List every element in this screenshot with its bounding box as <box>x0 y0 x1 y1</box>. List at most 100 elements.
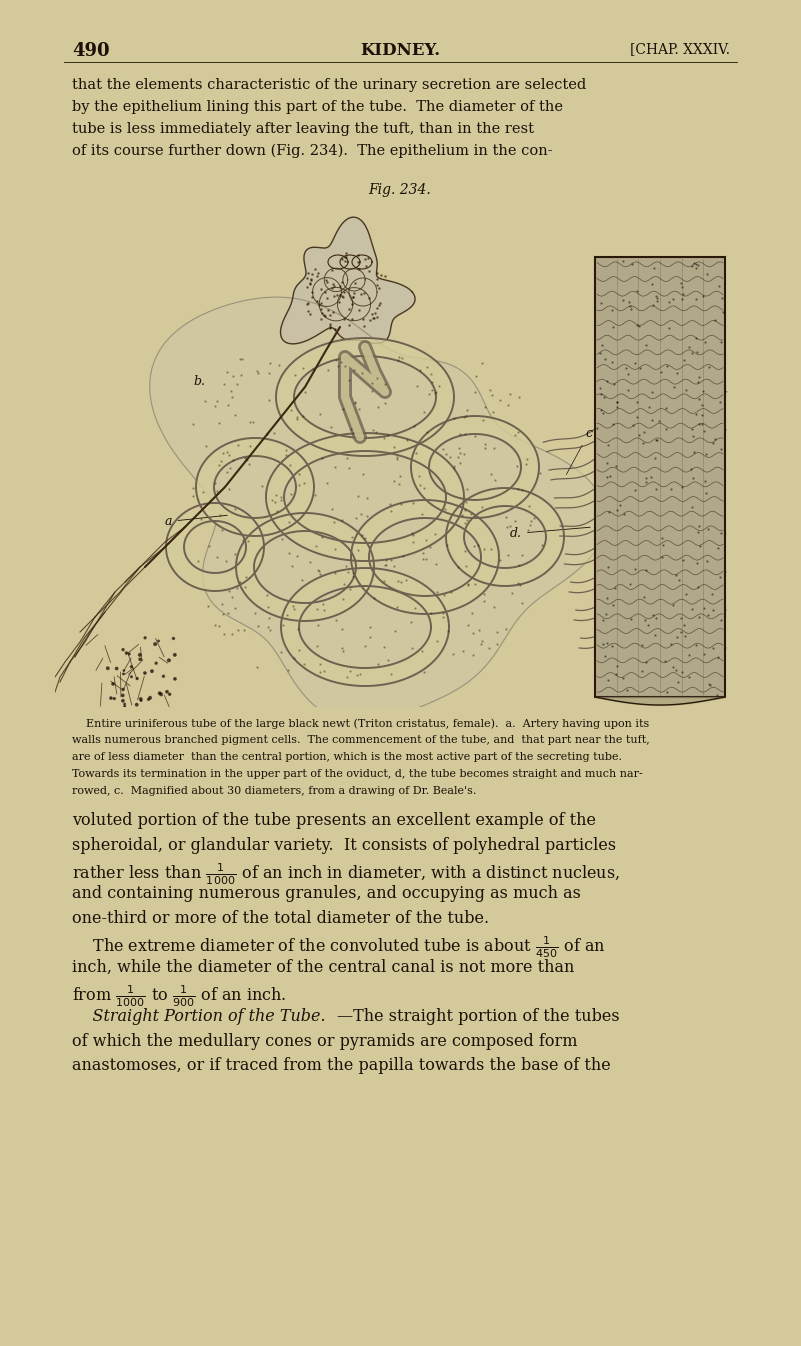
Point <box>509 424 521 446</box>
Point <box>392 571 405 592</box>
Point <box>672 569 685 591</box>
Point <box>617 289 630 311</box>
Point <box>638 608 651 630</box>
Point <box>394 571 407 592</box>
Point <box>689 288 702 310</box>
Text: of which the medullary cones or pyramids are composed form: of which the medullary cones or pyramids… <box>72 1032 578 1050</box>
Point <box>468 381 481 402</box>
Point <box>425 378 438 400</box>
Point <box>332 355 344 377</box>
Point <box>671 670 684 692</box>
Point <box>629 559 642 580</box>
Point <box>108 688 121 709</box>
Point <box>212 455 225 476</box>
Polygon shape <box>543 382 727 452</box>
Point <box>686 425 699 447</box>
Point <box>667 656 680 677</box>
Point <box>316 526 328 548</box>
Point <box>636 432 649 454</box>
Point <box>614 494 626 516</box>
Point <box>264 351 276 373</box>
Point <box>476 630 489 651</box>
Point <box>334 284 347 306</box>
Point <box>670 362 683 384</box>
Point <box>208 614 221 635</box>
Point <box>400 569 413 591</box>
Point <box>343 369 356 390</box>
Point <box>312 295 325 316</box>
Point <box>360 505 373 526</box>
Point <box>387 436 400 458</box>
Point <box>262 607 275 629</box>
Point <box>396 347 409 369</box>
Point <box>199 390 211 412</box>
Point <box>455 505 468 526</box>
Point <box>698 331 711 353</box>
Point <box>630 390 643 412</box>
Point <box>417 541 429 563</box>
Point <box>217 373 230 394</box>
Point <box>521 448 533 470</box>
Point <box>142 689 155 711</box>
Point <box>343 297 356 319</box>
Point <box>513 386 525 408</box>
Point <box>134 649 147 670</box>
Point <box>410 376 423 397</box>
Point <box>501 394 514 416</box>
Point <box>437 607 450 629</box>
Text: a: a <box>165 516 227 528</box>
Point <box>344 660 356 681</box>
Point <box>443 447 456 468</box>
Point <box>370 421 383 443</box>
Point <box>706 638 719 660</box>
Point <box>639 559 652 580</box>
Point <box>247 411 260 432</box>
Point <box>231 373 244 394</box>
Point <box>429 553 442 575</box>
Point <box>409 598 421 619</box>
Point <box>327 276 340 297</box>
Point <box>690 634 702 656</box>
Point <box>280 444 292 466</box>
Point <box>338 355 351 377</box>
Text: rather less than $\frac{1}{1000}$ of an inch in diameter, with a distinct nucleu: rather less than $\frac{1}{1000}$ of an … <box>72 861 620 887</box>
Point <box>283 542 296 564</box>
Point <box>439 498 452 520</box>
Point <box>298 472 311 494</box>
Point <box>717 302 730 323</box>
Point <box>234 349 247 370</box>
Point <box>400 429 413 451</box>
Point <box>331 284 344 306</box>
Point <box>690 342 703 363</box>
Point <box>361 487 374 509</box>
Point <box>328 538 341 560</box>
Point <box>416 641 429 662</box>
Point <box>658 650 671 672</box>
Point <box>408 416 421 437</box>
Text: Fig. 234.: Fig. 234. <box>368 183 432 197</box>
Point <box>528 507 541 529</box>
Point <box>646 604 659 626</box>
Point <box>340 246 352 268</box>
Point <box>233 571 246 592</box>
Point <box>322 359 335 381</box>
Point <box>143 686 156 708</box>
Point <box>290 406 303 428</box>
Point <box>512 421 525 443</box>
Point <box>601 467 614 489</box>
Point <box>135 688 147 709</box>
Point <box>160 681 173 703</box>
Point <box>301 262 314 284</box>
Point <box>661 681 674 703</box>
Point <box>336 588 349 610</box>
Point <box>275 486 288 507</box>
Point <box>420 548 433 569</box>
Point <box>669 564 682 586</box>
Point <box>304 273 316 295</box>
Point <box>324 304 336 326</box>
Point <box>223 580 235 602</box>
Point <box>358 283 371 304</box>
Point <box>236 529 249 551</box>
Point <box>284 455 296 476</box>
Point <box>417 548 429 569</box>
